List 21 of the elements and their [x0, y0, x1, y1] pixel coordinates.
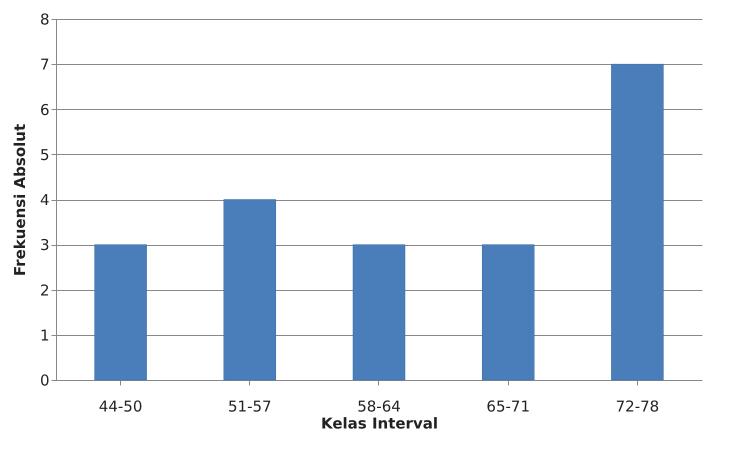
y-tick-label: 7	[40, 56, 50, 74]
x-tick-label: 58-64	[357, 398, 401, 416]
y-axis-title: Frekuensi Absolut	[10, 124, 29, 276]
x-tick-label: 44-50	[98, 398, 142, 416]
y-tick-label: 6	[40, 100, 50, 119]
x-tick-label: 51-57	[228, 398, 272, 416]
y-tick-label: 0	[40, 372, 50, 390]
bar	[352, 244, 406, 380]
x-axis-title: Kelas Interval	[321, 414, 438, 432]
y-tick-label: 8	[40, 10, 50, 28]
y-tick-label: 3	[40, 236, 50, 254]
bar	[224, 199, 276, 380]
bar	[611, 64, 664, 380]
y-tick-label: 4	[40, 191, 50, 209]
bar	[482, 244, 534, 380]
y-tick-label: 2	[40, 281, 50, 300]
y-tick-label: 1	[40, 326, 50, 344]
x-tick-label: 65-71	[486, 398, 530, 416]
x-tick-label: 72-78	[616, 398, 660, 416]
bar	[94, 244, 147, 380]
y-tick-label: 5	[40, 146, 50, 164]
